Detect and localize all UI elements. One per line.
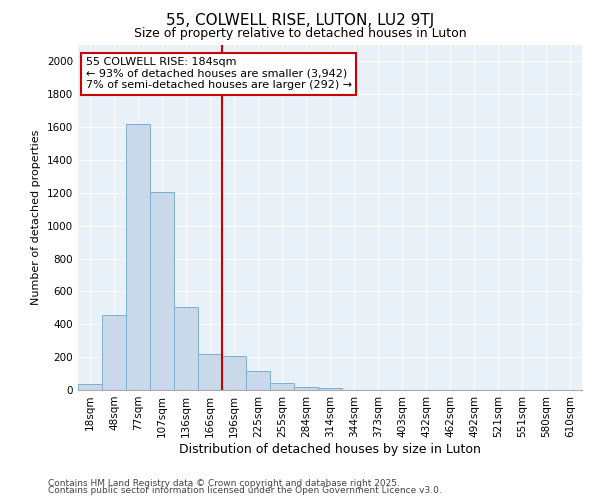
Y-axis label: Number of detached properties: Number of detached properties	[31, 130, 41, 305]
Bar	[318, 388, 342, 390]
X-axis label: Distribution of detached houses by size in Luton: Distribution of detached houses by size …	[179, 442, 481, 456]
Text: Contains public sector information licensed under the Open Government Licence v3: Contains public sector information licen…	[48, 486, 442, 495]
Text: Contains HM Land Registry data © Crown copyright and database right 2025.: Contains HM Land Registry data © Crown c…	[48, 478, 400, 488]
Bar	[78, 384, 102, 390]
Bar	[150, 192, 174, 390]
Bar	[246, 371, 270, 390]
Bar	[126, 124, 150, 390]
Bar	[270, 382, 294, 390]
Bar	[294, 386, 318, 390]
Bar	[102, 316, 126, 390]
Bar	[198, 354, 222, 390]
Bar	[222, 356, 246, 390]
Text: 55 COLWELL RISE: 184sqm
← 93% of detached houses are smaller (3,942)
7% of semi-: 55 COLWELL RISE: 184sqm ← 93% of detache…	[86, 57, 352, 90]
Bar	[174, 307, 198, 390]
Text: 55, COLWELL RISE, LUTON, LU2 9TJ: 55, COLWELL RISE, LUTON, LU2 9TJ	[166, 12, 434, 28]
Text: Size of property relative to detached houses in Luton: Size of property relative to detached ho…	[134, 28, 466, 40]
